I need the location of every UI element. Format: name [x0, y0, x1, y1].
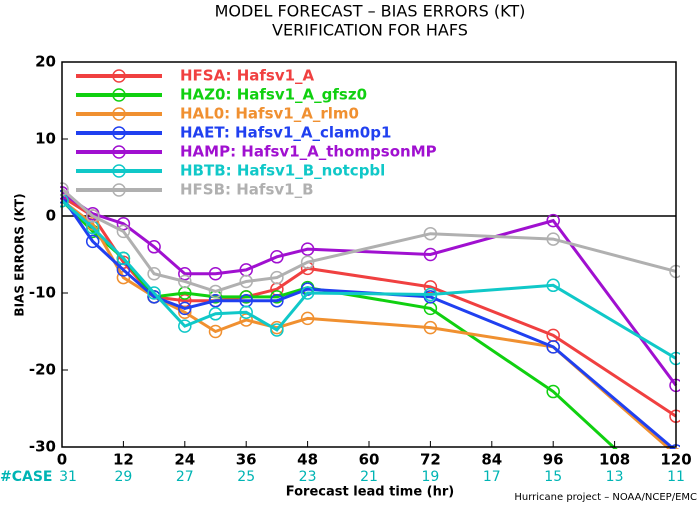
point	[546, 232, 560, 246]
chart-subtitle: VERIFICATION FOR HAFS	[272, 21, 468, 40]
point	[270, 323, 284, 337]
y-tick-label: 10	[35, 130, 56, 148]
legend-label: HAMP: Hafsv1_A_thompsonMP	[180, 143, 437, 161]
case-count: 21	[360, 469, 378, 485]
plot-frame	[61, 61, 677, 448]
legend-marker	[112, 107, 126, 121]
legend-label: HFSB: Hafsv1_B	[180, 181, 314, 199]
y-tick-label: 20	[35, 53, 56, 71]
case-count: 15	[544, 469, 562, 485]
y-tick-label: -30	[29, 438, 56, 456]
point	[672, 447, 680, 449]
point	[300, 242, 315, 256]
case-count: 31	[59, 469, 77, 485]
legend-marker	[112, 69, 126, 83]
legend-label: HAET: Hafsv1_A_clam0p1	[180, 124, 391, 142]
point	[208, 267, 223, 281]
point	[208, 284, 223, 299]
point	[546, 278, 560, 293]
legend-marker	[112, 88, 126, 102]
series-line	[60, 195, 677, 449]
point	[208, 307, 223, 321]
point	[178, 267, 192, 281]
case-count: 25	[237, 469, 255, 485]
case-count: 29	[114, 469, 132, 485]
case-count: 23	[299, 469, 317, 485]
point	[270, 250, 284, 264]
point	[270, 270, 284, 285]
x-tick-label: 48	[297, 451, 318, 469]
point	[239, 305, 253, 319]
point	[116, 251, 131, 266]
point	[546, 384, 560, 399]
case-count: 13	[606, 469, 624, 485]
point	[300, 255, 315, 269]
case-count: 17	[483, 469, 501, 485]
point	[423, 247, 438, 262]
legend-marker	[112, 126, 126, 140]
point	[300, 286, 315, 300]
y-tick-label: -20	[29, 361, 56, 379]
point	[147, 267, 161, 281]
point	[239, 274, 253, 289]
series-line	[61, 195, 677, 418]
point	[116, 224, 131, 239]
legend-label: HAL0: Hafsv1_A_rlm0	[180, 105, 359, 123]
point	[116, 216, 131, 231]
case-count: 19	[421, 469, 439, 485]
point	[423, 280, 438, 294]
case-label: #CASE	[0, 469, 53, 485]
legend-label: HFSA: Hafsv1_A	[180, 67, 315, 85]
point	[423, 226, 438, 241]
point	[546, 340, 560, 354]
x-tick-label: 72	[420, 451, 441, 469]
chart-title: MODEL FORECAST – BIAS ERRORS (KT)	[215, 2, 526, 21]
case-count: 27	[176, 469, 194, 485]
point	[178, 319, 192, 333]
legend-marker	[112, 145, 126, 159]
point	[300, 311, 315, 326]
x-tick-label: 36	[236, 451, 257, 469]
point	[423, 287, 438, 302]
x-tick-label: 84	[481, 451, 502, 469]
series-line	[61, 199, 672, 449]
point	[147, 240, 161, 254]
legend-marker	[112, 183, 126, 197]
point	[208, 293, 223, 308]
point	[178, 301, 192, 316]
point	[178, 305, 192, 319]
x-tick-label: 0	[57, 451, 67, 469]
y-axis-label: BIAS ERRORS (KT)	[13, 193, 27, 316]
point	[147, 286, 161, 300]
point	[546, 213, 560, 228]
x-tick-label: 60	[359, 451, 380, 469]
plot-area	[60, 182, 680, 449]
case-count: 11	[667, 469, 685, 485]
point	[208, 324, 223, 339]
x-tick-label: 120	[660, 451, 691, 469]
y-tick-label: 0	[46, 207, 56, 225]
point	[270, 293, 284, 308]
point	[239, 290, 253, 304]
x-tick-label: 96	[543, 451, 564, 469]
legend-label: HBTB: Hafsv1_B_notcpbl	[180, 162, 385, 180]
x-tick-label: 108	[599, 451, 630, 469]
y-tick-label: -10	[29, 284, 56, 302]
point	[423, 320, 438, 335]
point	[85, 209, 100, 223]
point	[85, 234, 100, 249]
x-tick-label: 12	[113, 451, 134, 469]
footer: Hurricane project – NOAA/NCEP/EMC	[514, 492, 697, 503]
x-axis-label: Forecast lead time (hr)	[286, 485, 454, 500]
point	[178, 274, 192, 289]
x-tick-label: 24	[174, 451, 195, 469]
legend-marker	[112, 164, 126, 178]
legend-label: HAZ0: Hafsv1_A_gfsz0	[180, 86, 367, 104]
series-line	[61, 199, 677, 360]
